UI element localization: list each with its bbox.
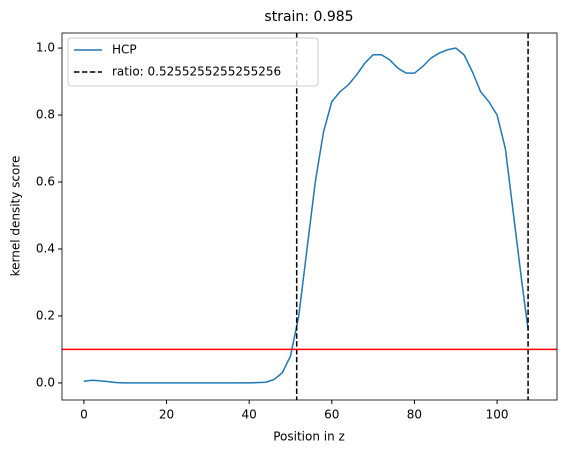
y-tick-label: 0.8 bbox=[36, 108, 55, 122]
x-tick-label: 20 bbox=[159, 408, 174, 422]
y-tick-label: 1.0 bbox=[36, 41, 55, 55]
series-line bbox=[83, 47, 529, 384]
chart-title: strain: 0.985 bbox=[264, 9, 353, 25]
x-tick-label: 100 bbox=[486, 408, 509, 422]
x-tick-label: 60 bbox=[324, 408, 339, 422]
legend-box bbox=[67, 37, 319, 87]
y-tick-label: 0.6 bbox=[36, 175, 55, 189]
y-tick-label: 0.0 bbox=[36, 375, 55, 389]
axes-frame bbox=[61, 32, 558, 401]
legend-label: ratio: 0.5255255255255256 bbox=[112, 65, 281, 79]
x-tick-label: 0 bbox=[80, 408, 88, 422]
y-tick-label: 0.2 bbox=[36, 308, 55, 322]
x-tick-label: 40 bbox=[242, 408, 257, 422]
y-tick-label: 0.4 bbox=[36, 241, 55, 255]
legend-label: HCP bbox=[112, 43, 137, 57]
x-axis-label: Position in z bbox=[273, 430, 345, 444]
x-tick-label: 80 bbox=[407, 408, 422, 422]
y-axis-label: kernel density score bbox=[9, 156, 23, 277]
